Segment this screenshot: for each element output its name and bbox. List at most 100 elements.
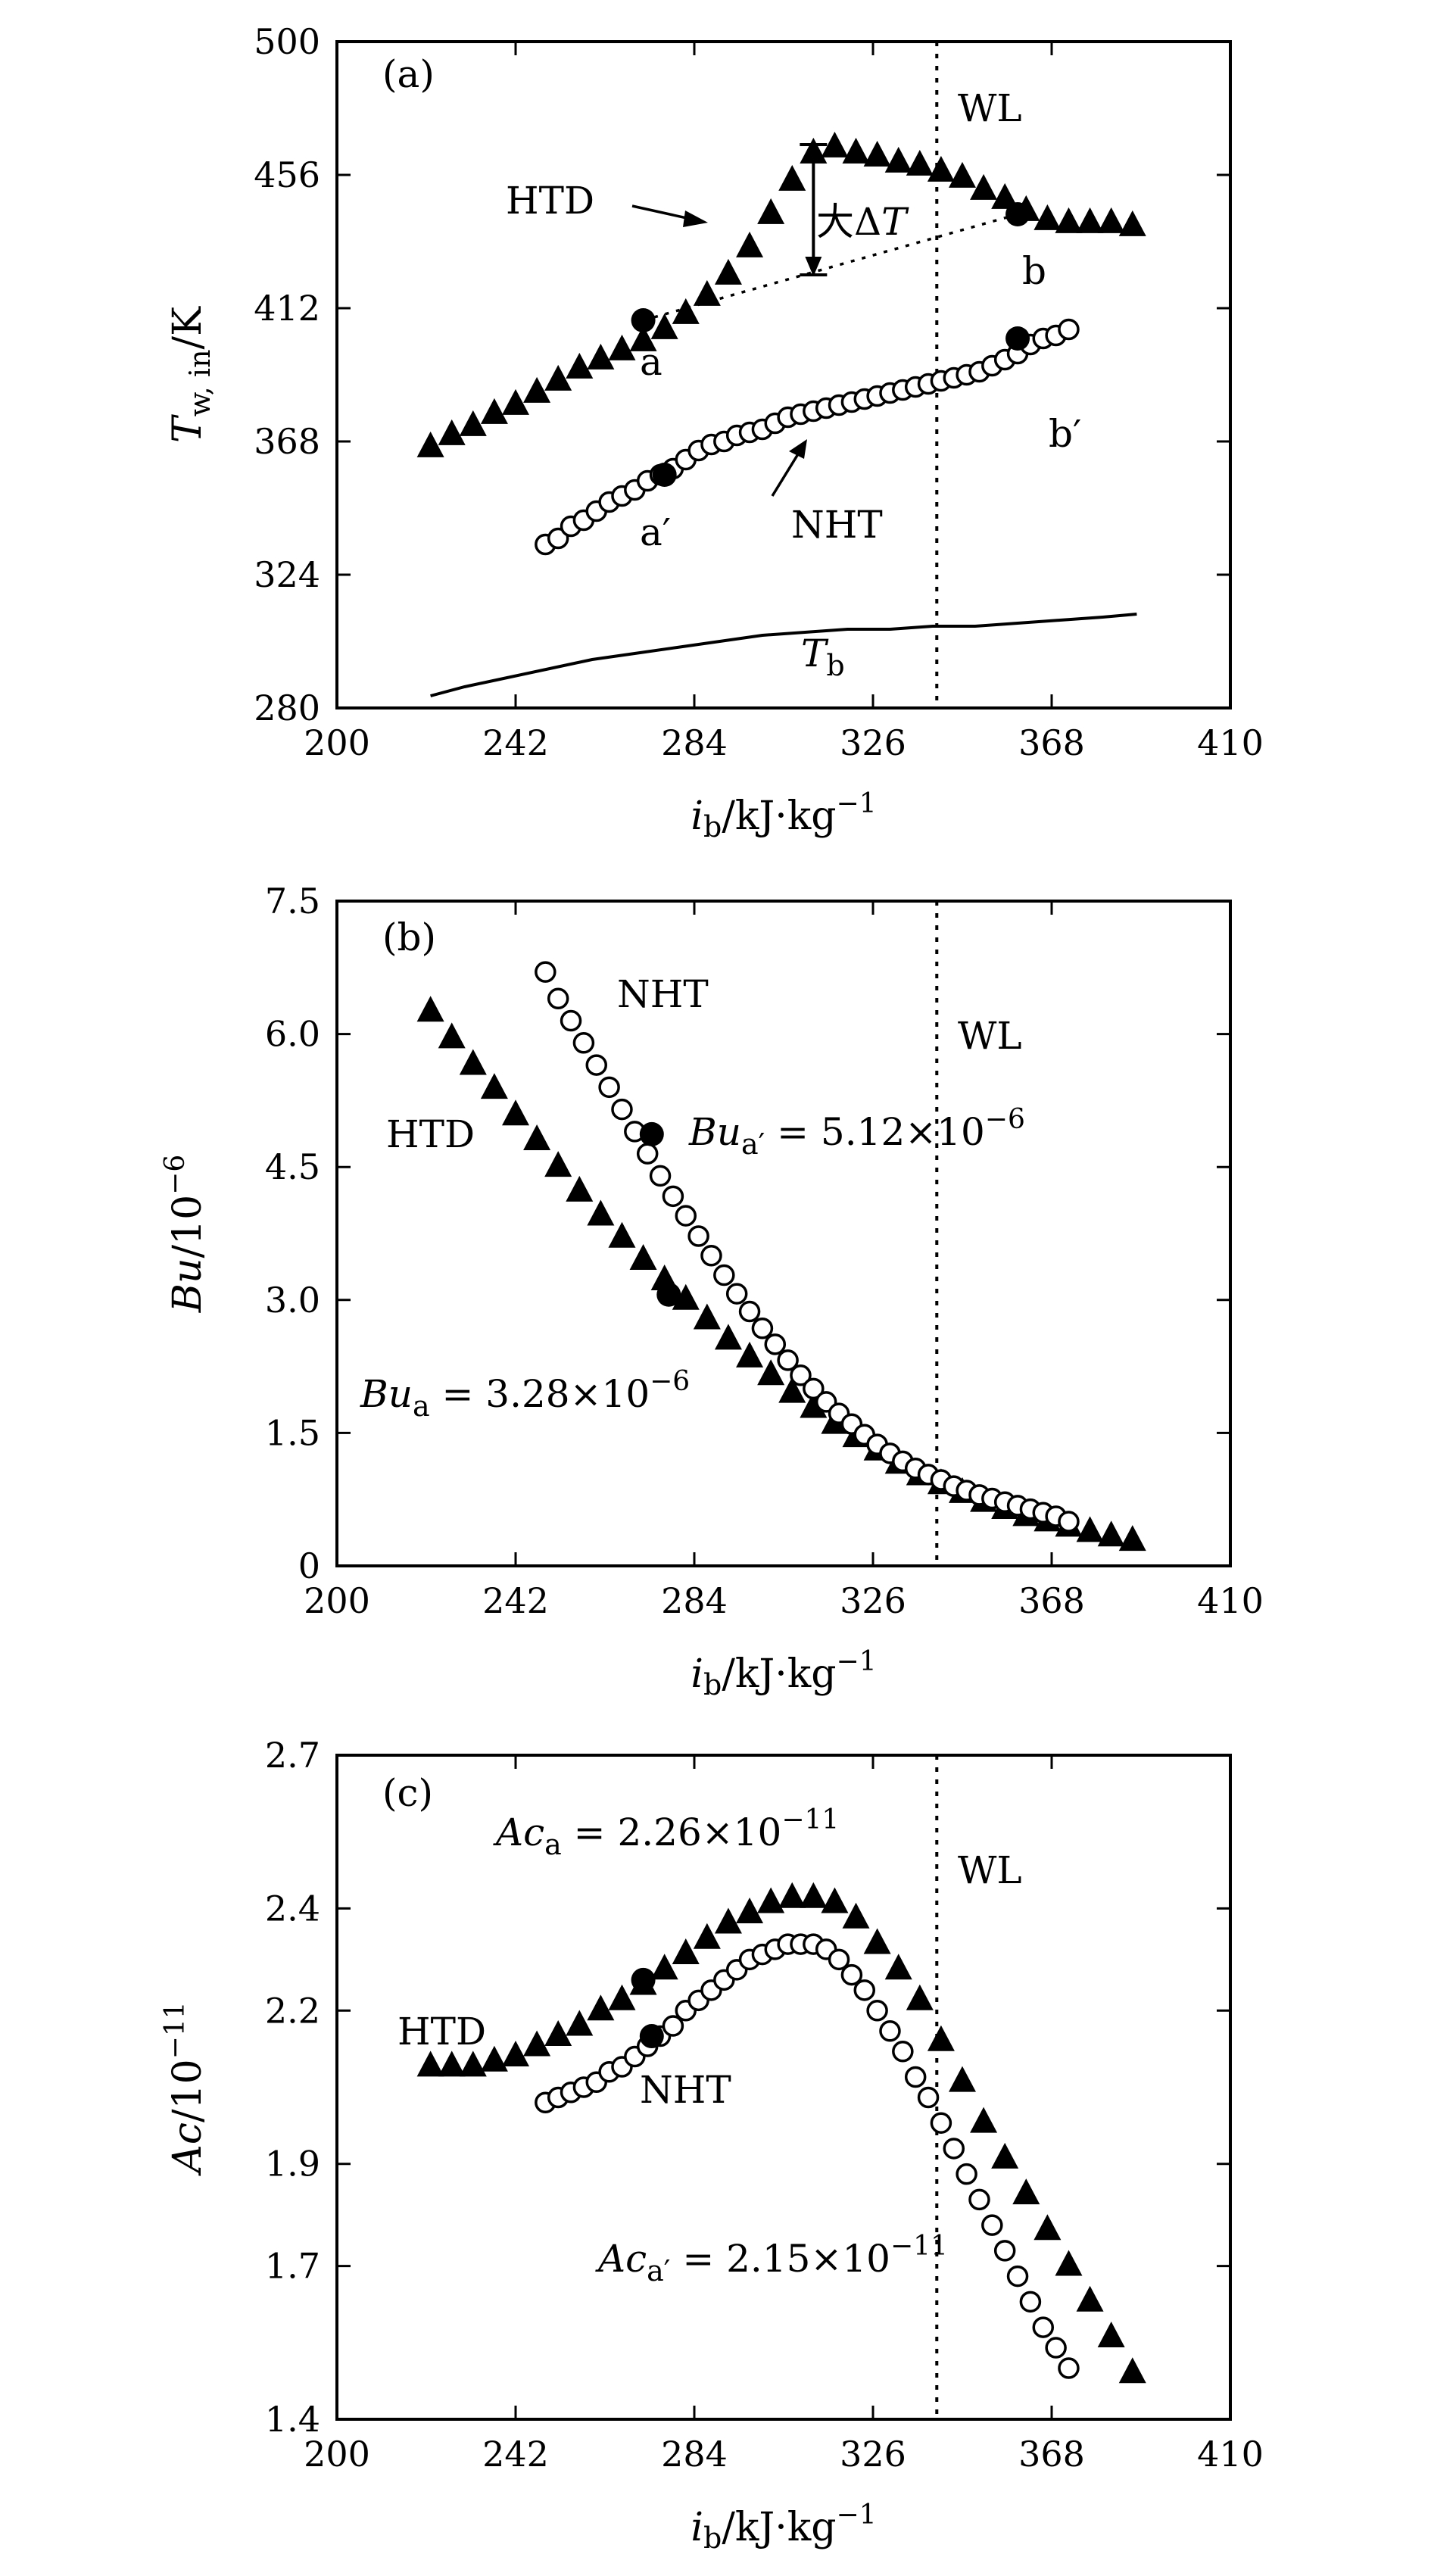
htd-point <box>1012 2178 1040 2205</box>
htd-label: HTD <box>386 1112 475 1156</box>
point-b-label: b <box>1022 249 1046 293</box>
htd-point <box>416 431 444 457</box>
htd-point <box>949 2066 976 2092</box>
state-point-marker <box>656 1282 681 1307</box>
htd-point <box>863 1928 891 1954</box>
htd-pointer-head <box>683 211 708 227</box>
htd-point <box>672 1283 700 1310</box>
htd-point <box>714 1907 742 1934</box>
x-tick-label: 410 <box>1197 1580 1264 1621</box>
nht-point <box>840 1963 863 1986</box>
htd-point <box>608 1984 636 2010</box>
x-tick-label: 284 <box>661 722 728 763</box>
htd-point <box>523 2030 551 2057</box>
htd-point <box>608 1221 636 1248</box>
nht-point <box>1032 2316 1055 2338</box>
x-tick-label: 326 <box>840 2434 906 2475</box>
bu-a-prime-label: Bua′ = 5.12×10−6 <box>688 1104 1025 1161</box>
htd-point <box>736 1898 764 1924</box>
delta-t-label: 大ΔT <box>816 200 909 244</box>
nht-pointer-head <box>789 439 807 459</box>
y-tick-label: 412 <box>254 288 320 329</box>
nht-point <box>981 2214 1003 2236</box>
chart-panel-0: 200 242 284 326 368 410 280 324 368 412 456 500 ib/k… <box>165 21 1264 844</box>
htd-point <box>757 1887 785 1913</box>
nht-point <box>687 1225 709 1247</box>
htd-point <box>991 182 1019 209</box>
tb-label: Tb <box>801 632 845 682</box>
y-tick-label: 0 <box>298 1545 320 1586</box>
htd-point <box>587 343 615 370</box>
htd-point <box>587 1199 615 1226</box>
nht-label: NHT <box>617 972 709 1016</box>
htd-point <box>693 1303 721 1330</box>
nht-point <box>956 2163 977 2185</box>
wl-label: WL <box>958 1014 1022 1058</box>
nht-point <box>725 1283 748 1305</box>
y-axis-label: Ac/10−11 <box>160 2001 210 2175</box>
nht-point <box>662 1185 684 1208</box>
htd-point <box>1034 204 1062 230</box>
x-tick-label: 410 <box>1197 722 1264 763</box>
nht-point <box>777 1349 799 1371</box>
y-tick-label: 7.5 <box>265 881 320 922</box>
state-point-marker <box>639 1121 664 1146</box>
htd-point <box>800 1392 828 1418</box>
htd-point <box>608 334 636 360</box>
htd-point <box>566 2010 594 2036</box>
htd-point <box>629 1244 657 1271</box>
htd-point <box>1076 207 1104 233</box>
y-tick-label: 6.0 <box>265 1014 320 1055</box>
htd-point <box>1118 2357 1146 2384</box>
htd-point <box>544 2019 572 2046</box>
nht-point <box>1019 2291 1042 2313</box>
nht-point <box>892 2041 914 2063</box>
htd-point <box>480 2045 508 2072</box>
htd-point <box>714 258 742 285</box>
htd-point <box>416 996 444 1022</box>
y-tick-label: 1.4 <box>265 2399 320 2440</box>
y-tick-label: 456 <box>254 154 320 195</box>
nht-point <box>828 1948 850 1971</box>
state-point-marker <box>1005 326 1030 351</box>
htd-point <box>480 1073 508 1099</box>
nht-point <box>700 1245 722 1267</box>
htd-point <box>1034 2214 1062 2241</box>
htd-point <box>672 1938 700 1965</box>
nht-point <box>751 1318 774 1339</box>
nht-point <box>675 1205 697 1227</box>
htd-point <box>736 1341 764 1368</box>
htd-point <box>459 410 487 436</box>
y-tick-label: 1.5 <box>265 1412 320 1453</box>
state-point-marker <box>639 2024 664 2049</box>
nht-point <box>764 1333 787 1355</box>
chart-panel-2: 200 242 284 326 368 410 1.4 1.7 1.9 2.2 2.4 2.7 ib/k… <box>160 1735 1264 2555</box>
wl-label: WL <box>958 1848 1022 1892</box>
htd-point <box>927 155 955 182</box>
htd-point <box>672 298 700 324</box>
htd-point <box>1055 207 1083 233</box>
nht-point <box>572 1032 595 1054</box>
nht-point <box>1058 318 1080 341</box>
tb-curve <box>430 613 1137 697</box>
htd-point <box>1055 2250 1083 2276</box>
nht-point <box>917 2086 940 2109</box>
nht-point <box>993 2240 1016 2262</box>
htd-point <box>821 1887 849 1913</box>
nht-point <box>879 2020 901 2042</box>
htd-point <box>502 388 529 415</box>
state-point-marker <box>652 463 677 487</box>
x-tick-label: 242 <box>482 2434 549 2475</box>
htd-point <box>480 398 508 424</box>
htd-point <box>459 1049 487 1075</box>
plot-frame <box>335 900 1232 1567</box>
htd-point <box>566 352 594 379</box>
htd-point <box>1097 1520 1125 1547</box>
x-axis-label: ib/kJ·kg−1 <box>691 788 876 844</box>
htd-point <box>991 2142 1019 2169</box>
htd-point <box>927 2025 955 2051</box>
nht-point <box>1058 1511 1080 1533</box>
x-tick-label: 200 <box>304 2434 370 2475</box>
htd-point <box>736 231 764 257</box>
nht-point <box>611 1098 633 1121</box>
